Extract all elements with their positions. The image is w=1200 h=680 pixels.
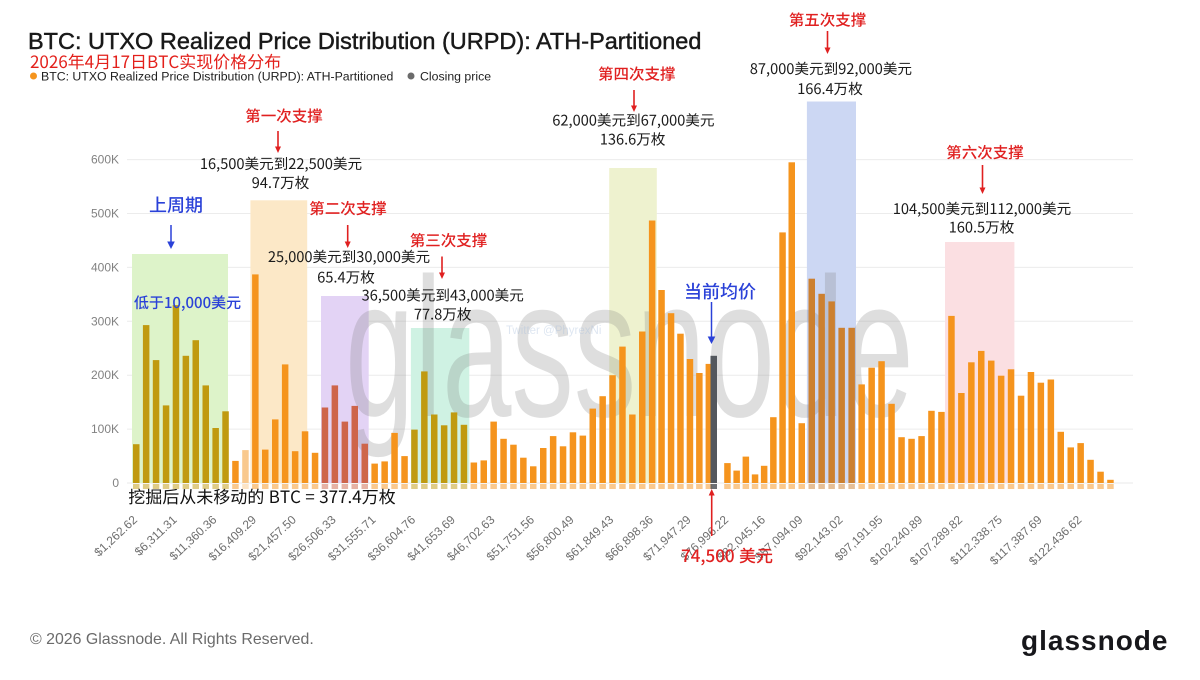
svg-text:200K: 200K xyxy=(91,368,119,382)
svg-text:glassnode: glassnode xyxy=(1021,625,1168,656)
svg-text:BTC: UTXO Realized Price Distr: BTC: UTXO Realized Price Distribution (U… xyxy=(28,28,701,54)
svg-text:600K: 600K xyxy=(91,153,119,167)
svg-text:Twitter @PhyrexNi: Twitter @PhyrexNi xyxy=(506,325,601,337)
svg-text:© 2026 Glassnode. All Rights R: © 2026 Glassnode. All Rights Reserved. xyxy=(30,631,314,648)
svg-text:100K: 100K xyxy=(91,422,119,436)
svg-text:400K: 400K xyxy=(91,260,119,274)
svg-text:500K: 500K xyxy=(91,207,119,221)
svg-text:BTC: UTXO Realized Price Distr: BTC: UTXO Realized Price Distribution (U… xyxy=(41,70,394,84)
svg-text:Closing price: Closing price xyxy=(420,70,491,84)
svg-text:300K: 300K xyxy=(91,314,119,328)
svg-text:0: 0 xyxy=(112,476,119,490)
